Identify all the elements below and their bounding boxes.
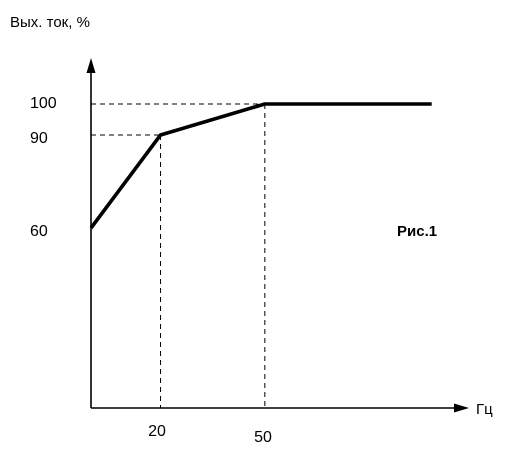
y-axis-arrow [86, 58, 96, 73]
series-line [89, 102, 432, 230]
y-axis-label: Вых. ток, % [10, 14, 90, 31]
x-tick-label-20: 20 [148, 423, 166, 440]
data-points [91, 104, 432, 228]
y-tick-label-100: 100 [30, 95, 57, 112]
x-axis-label: Гц [476, 401, 493, 418]
reference-lines [91, 103, 266, 408]
y-tick-label-60: 60 [30, 223, 48, 240]
y-tick-label-90: 90 [30, 130, 48, 147]
x-axis-arrow [454, 403, 469, 413]
x-tick-label-50: 50 [254, 429, 272, 446]
figure-caption: Рис.1 [397, 223, 437, 240]
